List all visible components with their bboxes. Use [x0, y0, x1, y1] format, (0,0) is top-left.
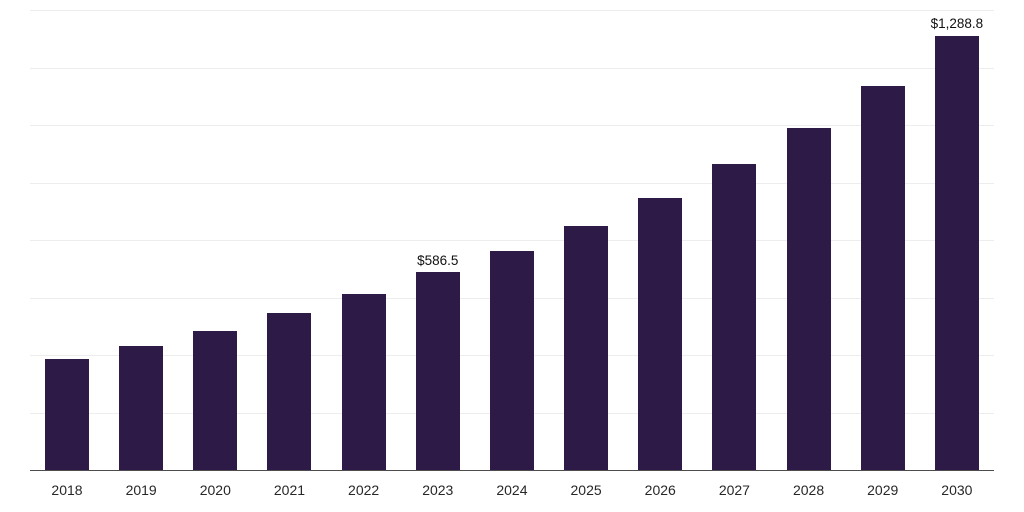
bar-slot [638, 198, 683, 470]
bar-slot [45, 358, 89, 470]
bar-slot: $586.5 [415, 252, 460, 470]
x-tick-2027: 2027 [718, 482, 750, 498]
bar-2024 [489, 250, 534, 470]
x-tick-2025: 2025 [570, 482, 602, 498]
bar-2020 [193, 330, 238, 470]
x-tick-2030: 2030 [941, 482, 973, 498]
bar-2030 [934, 35, 979, 470]
bar-2025 [564, 226, 609, 470]
plot-area: $586.5 $1,288.8 [45, 10, 983, 470]
x-tick-2020: 2020 [199, 482, 231, 498]
x-tick-2019: 2019 [125, 482, 157, 498]
bar-2029 [860, 85, 905, 470]
bar-slot: $1,288.8 [931, 17, 983, 470]
bar-2028 [786, 127, 831, 470]
bar-2027 [712, 164, 757, 470]
bar-slot [267, 313, 312, 470]
bar-slot [119, 346, 164, 470]
x-tick-2023: 2023 [422, 482, 454, 498]
x-tick-2018: 2018 [51, 482, 83, 498]
bar-slot [193, 330, 238, 470]
x-tick-2029: 2029 [867, 482, 899, 498]
x-tick-2024: 2024 [496, 482, 528, 498]
bar-2021 [267, 313, 312, 470]
bar-value-label: $1,288.8 [930, 16, 984, 32]
x-axis-labels: 2018 2019 2020 2021 2022 2023 2024 2025 2026 2027… [45, 482, 979, 498]
x-axis-line [30, 470, 994, 471]
bar-2018 [45, 358, 89, 470]
bar-2023 [415, 272, 460, 470]
x-tick-2022: 2022 [348, 482, 380, 498]
bar-value-label: $586.5 [417, 252, 459, 268]
bar-slot [786, 127, 831, 470]
bar-2022 [341, 294, 386, 470]
x-tick-2026: 2026 [644, 482, 676, 498]
bar-slot [712, 164, 757, 470]
bar-slot [564, 226, 609, 470]
bar-slot [489, 250, 534, 470]
bar-slot [860, 85, 905, 470]
x-tick-2028: 2028 [792, 482, 825, 498]
bar-2026 [638, 198, 683, 470]
x-tick-2021: 2021 [273, 482, 306, 498]
bar-2019 [119, 346, 164, 470]
bar-slot [341, 294, 386, 470]
